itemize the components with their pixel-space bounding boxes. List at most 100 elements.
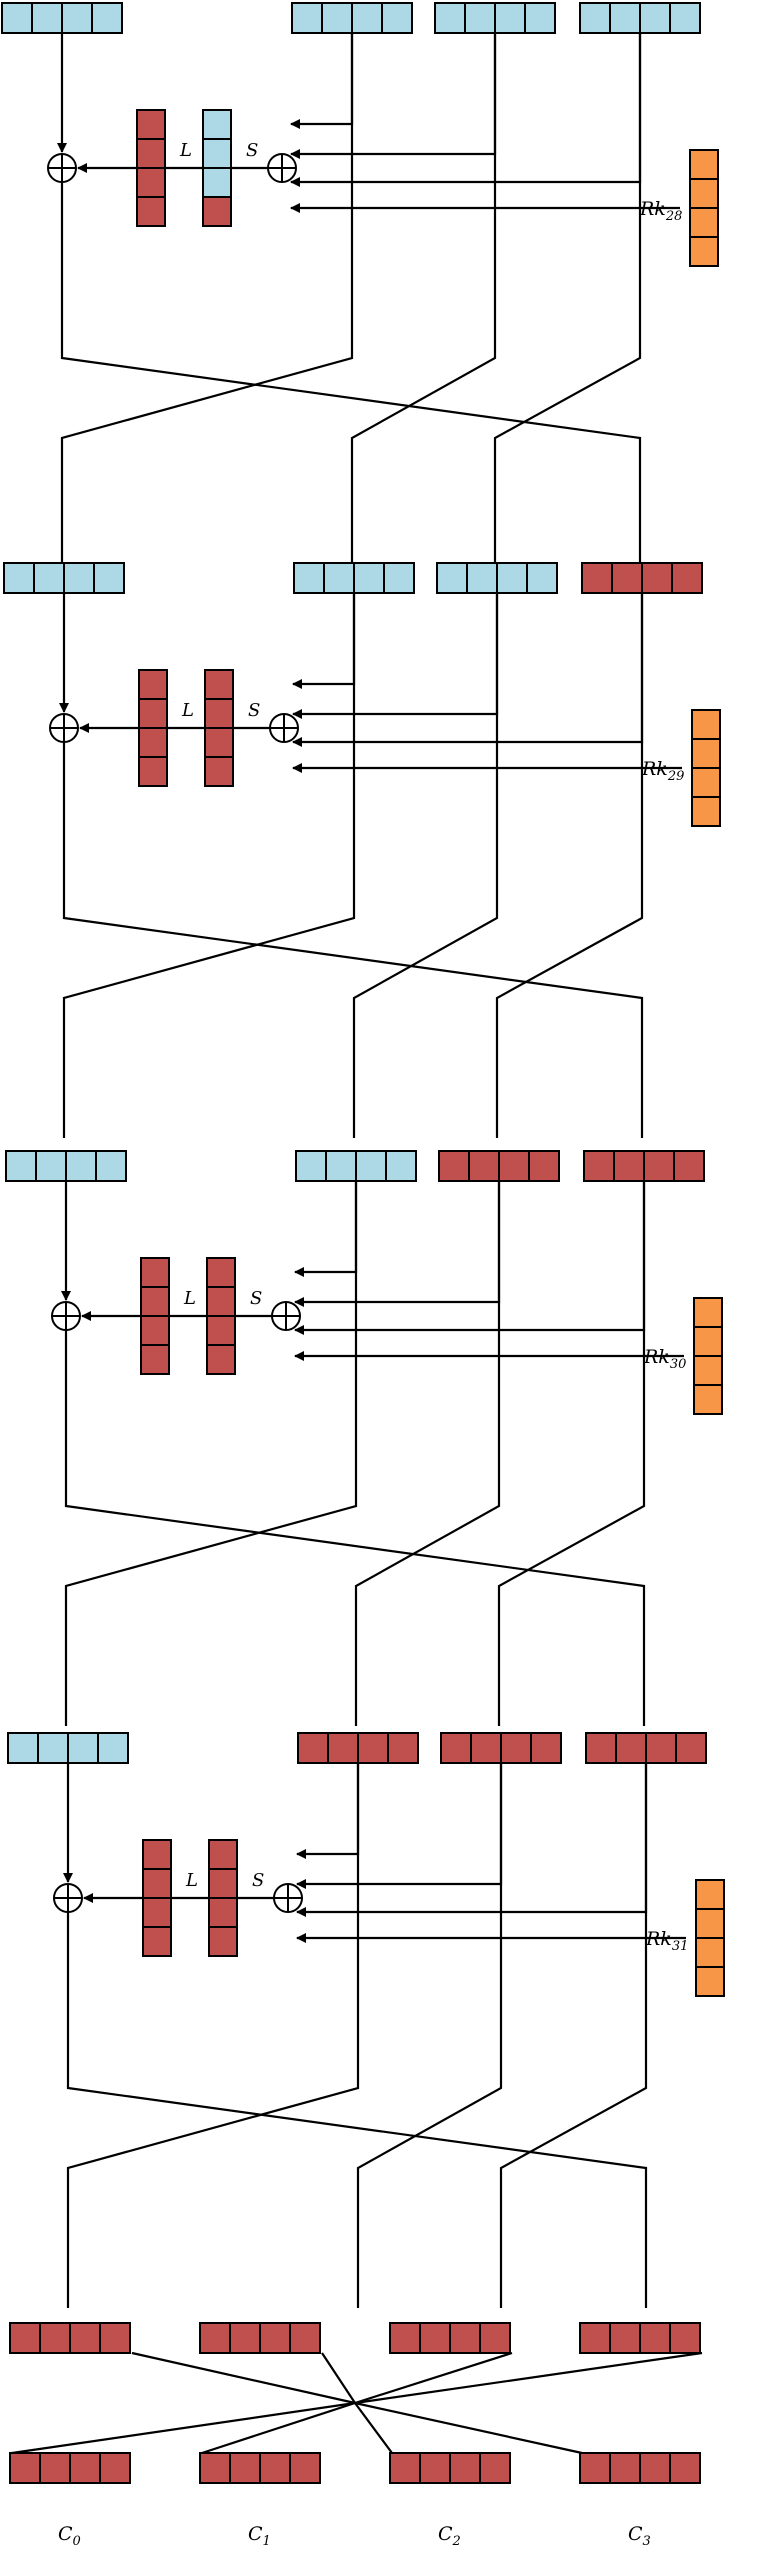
round-29-wire-0-3 — [62, 742, 644, 1138]
round-28-word-0 — [1, 2, 123, 34]
key-cell — [693, 1384, 723, 1415]
word-cell — [204, 756, 234, 787]
word-cell — [669, 2322, 701, 2354]
word-cell — [69, 2452, 101, 2484]
round-28-branch-3 — [290, 33, 642, 187]
word-cell — [99, 2322, 131, 2354]
round-29-wire-1-0 — [62, 593, 356, 1138]
word-cell — [140, 1286, 170, 1317]
word-cell — [639, 2322, 671, 2354]
round-28-word-3 — [579, 2, 701, 34]
key-cell — [689, 207, 719, 238]
round-29-branch-1 — [292, 593, 356, 689]
word-cell — [609, 2, 641, 34]
word-cell — [61, 2, 93, 34]
word-cell — [436, 562, 468, 594]
word-cell — [39, 2452, 71, 2484]
word-cell — [202, 167, 232, 198]
word-cell — [479, 2322, 511, 2354]
word-cell — [581, 562, 613, 594]
key-cell — [691, 767, 721, 798]
key-cell — [693, 1326, 723, 1357]
key-cell — [689, 149, 719, 180]
output-label-0-main: C — [58, 2523, 73, 2545]
round-28-word-1 — [291, 2, 413, 34]
round-30-word-2 — [438, 1150, 560, 1182]
word-cell — [259, 2452, 291, 2484]
pre-output-word-0 — [9, 2322, 131, 2354]
round-30-key-label: Rk30 — [643, 1346, 686, 1372]
word-cell — [353, 562, 385, 594]
word-cell — [91, 2, 123, 34]
word-cell — [229, 2452, 261, 2484]
word-cell — [675, 1732, 707, 1764]
word-cell — [385, 1150, 417, 1182]
word-cell — [440, 1732, 472, 1764]
word-cell — [37, 1732, 69, 1764]
output-label-3-main: C — [628, 2523, 643, 2545]
word-cell — [202, 138, 232, 169]
word-cell — [585, 1732, 617, 1764]
word-cell — [208, 1839, 238, 1870]
output-word-1 — [199, 2452, 321, 2484]
word-cell — [438, 1150, 470, 1182]
round-28-s-label-main: S — [246, 140, 258, 161]
word-cell — [204, 669, 234, 700]
round-28-branch-2 — [290, 33, 497, 159]
word-cell — [528, 1150, 560, 1182]
word-cell — [323, 562, 355, 594]
word-cell — [199, 2322, 231, 2354]
round-31-xor-left — [53, 1883, 83, 1913]
word-cell — [208, 1868, 238, 1899]
word-cell — [199, 2452, 231, 2484]
word-cell — [136, 196, 166, 227]
word-cell — [639, 2452, 671, 2484]
word-cell — [464, 2, 496, 34]
word-cell — [202, 196, 232, 227]
pre-output-word-2 — [389, 2322, 511, 2354]
word-cell — [419, 2452, 451, 2484]
word-cell — [208, 1897, 238, 1928]
word-cell — [202, 109, 232, 140]
round-30-word-1 — [295, 1150, 417, 1182]
round-29-s-block — [204, 669, 234, 787]
round-28-s-label: S — [246, 140, 258, 161]
word-cell — [355, 1150, 387, 1182]
word-cell — [204, 727, 234, 758]
word-cell — [611, 562, 643, 594]
round-30-wire-2-1 — [354, 1181, 501, 1726]
word-cell — [449, 2452, 481, 2484]
round-30-key-label-subscript: 30 — [670, 1357, 687, 1372]
word-cell — [204, 698, 234, 729]
round-28-key-label-subscript: 28 — [665, 209, 683, 224]
round-31-key-label-main: Rk — [645, 1928, 672, 1950]
word-cell — [65, 1150, 97, 1182]
word-cell — [142, 1926, 172, 1957]
round-31-l-block — [142, 1839, 172, 1957]
word-cell — [496, 562, 528, 594]
round-31-branch-2 — [296, 1763, 503, 1889]
round-28-wire-3-2 — [493, 218, 642, 578]
word-cell — [97, 1732, 129, 1764]
word-cell — [35, 1150, 67, 1182]
round-29-key-label-main: Rk — [641, 758, 668, 780]
word-cell — [645, 1732, 677, 1764]
round-29-s-label: S — [248, 700, 260, 721]
key-cell — [695, 1908, 725, 1939]
round-29-round-key — [691, 709, 721, 827]
word-cell — [583, 1150, 615, 1182]
word-cell — [93, 562, 125, 594]
round-31-branch-1 — [296, 1763, 360, 1859]
connection-lines — [11, 33, 703, 2455]
word-cell — [31, 2, 63, 34]
round-28-wire-2-1 — [350, 33, 497, 578]
round-29-wire-3-2 — [495, 778, 644, 1138]
word-cell — [498, 1150, 530, 1182]
output-label-1-subscript: 1 — [263, 2534, 271, 2549]
round-31-s-block — [208, 1839, 238, 1957]
round-29-word-1 — [293, 562, 415, 594]
word-cell — [206, 1257, 236, 1288]
round-28-xor-right — [267, 153, 297, 183]
round-30-s-label-main: S — [250, 1288, 262, 1309]
